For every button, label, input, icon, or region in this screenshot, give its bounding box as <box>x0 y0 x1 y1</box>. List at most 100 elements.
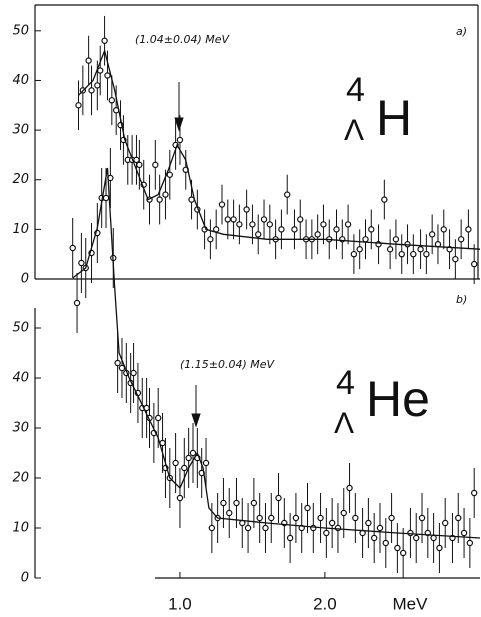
data-point <box>291 226 298 233</box>
data-point <box>428 231 436 238</box>
data-point <box>181 464 188 472</box>
data-point <box>368 226 375 233</box>
data-point <box>310 524 317 532</box>
data-point <box>136 161 143 169</box>
data-point <box>236 221 243 228</box>
data-point <box>162 191 169 198</box>
data-point <box>268 514 275 522</box>
data-point <box>176 136 184 144</box>
data-point <box>436 544 443 552</box>
data-point <box>243 206 250 213</box>
data-point <box>275 494 282 502</box>
y-tick-label: 0 <box>21 272 29 287</box>
y-tick-label: 30 <box>12 123 29 138</box>
data-point <box>292 514 300 522</box>
fit-curve <box>72 167 481 539</box>
mass-number: 4 <box>336 364 355 402</box>
data-point <box>333 226 340 233</box>
data-point <box>102 194 110 202</box>
data-point <box>340 509 347 517</box>
data-point <box>220 499 227 507</box>
data-point <box>460 529 468 537</box>
data-point <box>418 514 426 522</box>
data-point <box>356 246 363 253</box>
data-point <box>334 524 342 532</box>
data-point <box>381 196 388 203</box>
data-point <box>155 414 162 422</box>
lambda-subscript: Λ <box>334 407 354 440</box>
data-point <box>386 246 394 253</box>
data-point <box>104 72 111 79</box>
data-point <box>176 494 184 502</box>
data-point <box>202 459 210 467</box>
data-point <box>407 529 414 537</box>
data-point <box>455 514 462 522</box>
data-point <box>133 156 140 164</box>
y-tick-label: 20 <box>12 172 29 187</box>
panel-label: a) <box>456 25 467 38</box>
data-point <box>314 231 321 238</box>
data-point <box>130 369 137 377</box>
data-point <box>465 226 472 233</box>
data-point <box>172 459 179 467</box>
data-point <box>350 250 358 258</box>
data-point <box>218 201 226 208</box>
data-point <box>452 255 459 263</box>
data-point <box>417 246 424 253</box>
data-point <box>392 236 400 243</box>
data-point <box>69 244 76 252</box>
data-point <box>189 449 197 457</box>
fit-curve <box>78 48 481 250</box>
data-point <box>156 196 163 203</box>
data-point <box>320 221 327 228</box>
data-point <box>224 216 231 223</box>
element: He <box>366 371 430 427</box>
data-point <box>78 259 85 267</box>
arrow <box>174 82 201 428</box>
data-point <box>398 250 405 258</box>
y-tick-label: 0 <box>21 571 29 586</box>
data-point <box>388 514 395 522</box>
data-point <box>323 529 330 537</box>
data-point <box>256 514 263 522</box>
data-point <box>166 171 174 178</box>
data-point <box>352 514 359 522</box>
y-tick-label: 50 <box>12 23 29 38</box>
data-point <box>108 97 116 104</box>
mass-number: 4 <box>346 71 365 109</box>
data-point <box>94 82 101 89</box>
data-point <box>152 161 159 169</box>
data-point <box>233 499 240 507</box>
data-point <box>262 524 269 532</box>
data-point <box>249 221 256 228</box>
data-point <box>344 221 352 228</box>
panel-label: b) <box>456 293 467 306</box>
data-point <box>370 534 378 542</box>
annotation: (1.15±0.04) MeV <box>180 358 276 371</box>
data-point <box>442 519 449 527</box>
data-point <box>440 226 447 233</box>
data-point <box>286 534 294 542</box>
data-point <box>255 231 262 238</box>
data-point <box>226 509 233 517</box>
lambda-subscript: Λ <box>344 114 364 147</box>
data-point <box>317 514 324 522</box>
data-point <box>471 489 478 497</box>
data-point <box>382 539 389 547</box>
data-point <box>97 67 104 74</box>
element: H <box>376 90 412 146</box>
data-point <box>457 236 465 243</box>
data-point <box>430 534 437 542</box>
data-point <box>466 539 474 547</box>
y-tick-label: 10 <box>12 222 29 237</box>
data-point <box>346 484 353 492</box>
data-point <box>208 524 216 532</box>
y-tick-label: 40 <box>12 371 29 386</box>
data-point <box>88 87 95 94</box>
data-point <box>75 102 82 109</box>
y-tick-label: 10 <box>12 521 29 536</box>
data-point <box>244 524 252 532</box>
data-point <box>394 544 401 552</box>
y-tick-label: 30 <box>12 421 29 436</box>
data-point <box>85 57 92 64</box>
